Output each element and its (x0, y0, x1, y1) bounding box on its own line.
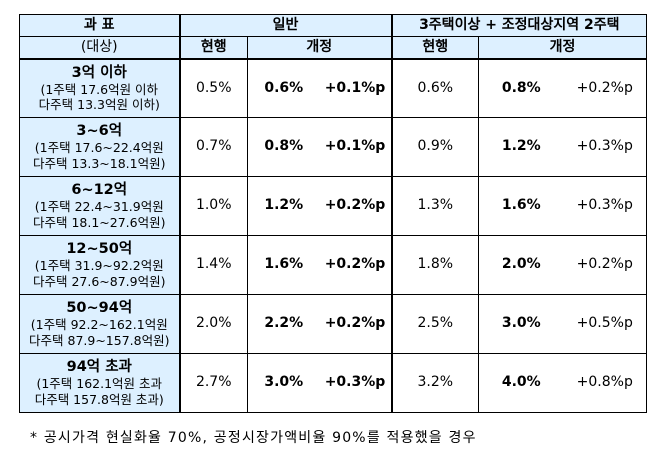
general-rate-change: +0.3%p (319, 353, 393, 413)
row-title: 3억 이하 (71, 64, 127, 81)
row-title: 3~6억 (76, 123, 123, 140)
row-multi-home-range: 다주택 13.3~18.1억원) (33, 156, 166, 172)
multi-revised-rate: 0.8% (478, 57, 564, 118)
row-single-home-range: (1주택 92.2~162.1억원 (30, 317, 168, 333)
general-rate-change: +0.2%p (319, 294, 393, 354)
table-row: 94억 초과 (1주택 162.1억원 초과 다주택 157.8억원 초과) 2… (19, 353, 648, 413)
header-multi-home: 3주택이상 + 조정대상지역 2주택 (390, 14, 648, 37)
general-revised-rate: 0.6% (247, 57, 320, 118)
row-title: 50~94억 (66, 300, 133, 317)
table-row: 3~6억 (1주택 17.6~22.4억원 다주택 13.3~18.1억원) 0… (19, 117, 648, 177)
row-title: 94억 초과 (66, 359, 132, 376)
general-current-rate: 0.7% (178, 117, 248, 177)
table-row: 3억 이하 (1주택 17.6억원 이하 다주택 13.3억원 이하) 0.5%… (19, 57, 648, 118)
header-multi-revised: 개정 (478, 36, 648, 59)
row-single-home-range: (1주택 17.6~22.4억원 (34, 140, 164, 156)
multi-revised-rate: 3.0% (478, 294, 564, 354)
multi-current-rate: 3.2% (390, 353, 480, 413)
row-single-home-range: (1주택 17.6억원 이하 (40, 81, 159, 97)
multi-rate-change: +0.5%p (563, 294, 648, 354)
general-revised-rate: 2.2% (247, 294, 320, 354)
multi-current-rate: 0.9% (390, 117, 480, 177)
tax-rate-table-container: 과 표 일반 3주택이상 + 조정대상지역 2주택 (대상) 현행 개정 현행 … (19, 14, 648, 413)
general-rate-change: +0.2%p (319, 176, 393, 236)
row-title: 12~50억 (66, 241, 133, 258)
row-multi-home-range: 다주택 157.8억원 초과) (34, 392, 164, 408)
multi-current-rate: 1.8% (390, 235, 480, 295)
general-rate-change: +0.1%p (319, 57, 393, 118)
row-subject: 94억 초과 (1주택 162.1억원 초과 다주택 157.8억원 초과) (19, 353, 180, 413)
multi-current-rate: 2.5% (390, 294, 480, 354)
multi-current-rate: 0.6% (390, 57, 480, 118)
general-revised-rate: 3.0% (247, 353, 320, 413)
multi-rate-change: +0.8%p (563, 353, 648, 413)
row-single-home-range: (1주택 22.4~31.9억원 (34, 199, 164, 215)
row-subject: 6~12억 (1주택 22.4~31.9억원 다주택 18.1~27.6억원) (19, 176, 180, 236)
multi-revised-rate: 2.0% (478, 235, 564, 295)
row-subject: 3억 이하 (1주택 17.6억원 이하 다주택 13.3억원 이하) (19, 57, 180, 118)
header-subject: 과 표 (19, 14, 180, 37)
multi-revised-rate: 1.6% (478, 176, 564, 236)
footnote: * 공시가격 현실화율 70%, 공정시장가액비율 90%를 적용했을 경우 (30, 430, 477, 446)
table-row: 50~94억 (1주택 92.2~162.1억원 다주택 87.9~157.8억… (19, 294, 648, 354)
header-general-revised: 개정 (246, 36, 393, 59)
general-revised-rate: 1.6% (247, 235, 320, 295)
row-title: 6~12억 (71, 182, 128, 199)
multi-rate-change: +0.3%p (563, 117, 648, 177)
general-current-rate: 2.7% (178, 353, 248, 413)
header-general-current: 현행 (178, 36, 248, 59)
general-revised-rate: 1.2% (247, 176, 320, 236)
multi-rate-change: +0.2%p (563, 57, 648, 118)
tax-rate-table: 과 표 일반 3주택이상 + 조정대상지역 2주택 (대상) 현행 개정 현행 … (19, 14, 648, 413)
multi-revised-rate: 1.2% (478, 117, 564, 177)
header-general: 일반 (178, 14, 393, 37)
row-multi-home-range: 다주택 18.1~27.6억원) (33, 215, 166, 231)
row-single-home-range: (1주택 162.1억원 초과 (36, 376, 163, 392)
row-subject: 3~6억 (1주택 17.6~22.4억원 다주택 13.3~18.1억원) (19, 117, 180, 177)
multi-rate-change: +0.2%p (563, 235, 648, 295)
general-current-rate: 2.0% (178, 294, 248, 354)
row-subject: 50~94억 (1주택 92.2~162.1억원 다주택 87.9~157.8억… (19, 294, 180, 354)
general-current-rate: 1.4% (178, 235, 248, 295)
multi-revised-rate: 4.0% (478, 353, 564, 413)
header-subject-sub: (대상) (19, 36, 180, 59)
general-current-rate: 1.0% (178, 176, 248, 236)
table-row: 6~12억 (1주택 22.4~31.9억원 다주택 18.1~27.6억원) … (19, 176, 648, 236)
row-multi-home-range: 다주택 13.3억원 이하) (38, 97, 160, 113)
multi-rate-change: +0.3%p (563, 176, 648, 236)
table-row: 12~50억 (1주택 31.9~92.2억원 다주택 27.6~87.9억원)… (19, 235, 648, 295)
general-rate-change: +0.2%p (319, 235, 393, 295)
general-current-rate: 0.5% (178, 57, 248, 118)
general-rate-change: +0.1%p (319, 117, 393, 177)
row-subject: 12~50억 (1주택 31.9~92.2억원 다주택 27.6~87.9억원) (19, 235, 180, 295)
row-multi-home-range: 다주택 87.9~157.8억원) (29, 333, 170, 349)
multi-current-rate: 1.3% (390, 176, 480, 236)
general-revised-rate: 0.8% (247, 117, 320, 177)
row-single-home-range: (1주택 31.9~92.2억원 (34, 258, 164, 274)
header-multi-current: 현행 (390, 36, 480, 59)
row-multi-home-range: 다주택 27.6~87.9억원) (33, 274, 166, 290)
